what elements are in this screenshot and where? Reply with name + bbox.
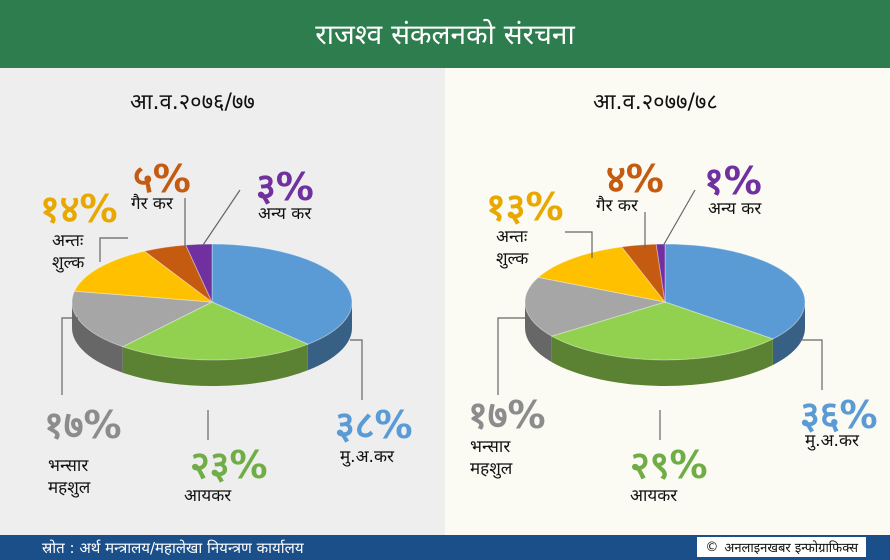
pct-nontax-2076-77: ५%: [133, 157, 191, 201]
label-excise-2076-77: अन्तः शुल्क: [52, 231, 85, 273]
pie-slice-other-0: [185, 243, 213, 303]
label-other-2076-77: अन्य कर: [258, 204, 312, 224]
pie-side-customs-1: [525, 302, 552, 363]
label-customs-2077-78: भन्सार महशुल: [470, 437, 513, 479]
label-income-2077-78: आयकर: [630, 486, 678, 506]
leader-excise-2077-78: [565, 231, 593, 258]
leader-excise-2076-77: [99, 237, 128, 262]
source-note: स्रोत : अर्थ मन्त्रालय/महालेखा नियन्त्रण…: [42, 539, 304, 557]
pie-side-customs-0: [72, 302, 123, 373]
credit-text: अनलाइनखबर इन्फोग्राफिक्स: [724, 541, 858, 556]
leader-vat-2076-77: [350, 339, 363, 400]
pie-slice-income-1: [550, 301, 775, 361]
pct-other-2076-77: ३%: [256, 165, 314, 209]
leader-other-2076-77: [202, 189, 241, 246]
label-vat-2077-78: मु.अ.कर: [805, 431, 859, 451]
credit-badge: © अनलाइनखबर इन्फोग्राफिक्स: [697, 537, 866, 557]
pie-side-vat-0: [307, 302, 353, 371]
pct-customs-2077-78: १७%: [468, 393, 546, 437]
pie-slice-vat-1: [664, 243, 806, 340]
pct-other-2077-78: १%: [704, 159, 762, 203]
pie-side-income-0: [122, 344, 308, 386]
pie-slice-excise-0: [73, 250, 214, 303]
pct-customs-2076-77: १७%: [44, 403, 122, 447]
pie-slice-nontax-1: [620, 243, 666, 304]
pie-slice-vat-0: [211, 243, 353, 345]
chart-title-2076-77: आ.व.२०७६/७७: [130, 90, 255, 115]
label-excise-2077-78: अन्तः शुल्क: [496, 227, 529, 269]
pct-excise-2077-78: १३%: [486, 185, 564, 229]
pct-vat-2076-77: ३८%: [335, 403, 413, 447]
pct-vat-2077-78: ३६%: [800, 393, 878, 437]
label-other-2077-78: अन्य कर: [708, 199, 762, 219]
pct-income-2077-78: २९%: [630, 443, 708, 487]
pie-slice-other-1: [655, 243, 666, 303]
pct-income-2076-77: २३%: [190, 443, 268, 487]
label-customs-2076-77: भन्सार महशुल: [48, 456, 91, 498]
page-title-bar: राजश्व संकलनको संरचना: [0, 0, 890, 68]
copyright-symbol: ©: [705, 539, 719, 555]
pct-excise-2076-77: १४%: [40, 187, 118, 231]
pie-slice-income-0: [121, 301, 310, 361]
chart-title-2077-78: आ.व.२०७७/७८: [593, 90, 718, 115]
pct-nontax-2077-78: ४%: [606, 157, 664, 201]
label-vat-2076-77: मु.अ.कर: [340, 447, 394, 467]
label-nontax-2076-77: गैर कर: [131, 194, 173, 214]
leader-other-2077-78: [662, 189, 696, 247]
label-nontax-2077-78: गैर कर: [596, 196, 638, 216]
leader-customs-2077-78: [497, 317, 530, 395]
pie-slice-customs-1: [524, 276, 666, 337]
pie-side-vat-1: [772, 302, 805, 365]
pie-slice-excise-1: [537, 246, 667, 303]
leader-vat-2077-78: [800, 339, 823, 390]
page-title: राजश्व संकलनको संरचना: [315, 18, 575, 51]
pie-side-income-1: [551, 336, 773, 386]
pie-slice-customs-0: [71, 290, 214, 348]
pie-slice-nontax-0: [143, 244, 213, 303]
label-income-2076-77: आयकर: [184, 486, 232, 506]
leader-customs-2076-77: [61, 317, 78, 395]
